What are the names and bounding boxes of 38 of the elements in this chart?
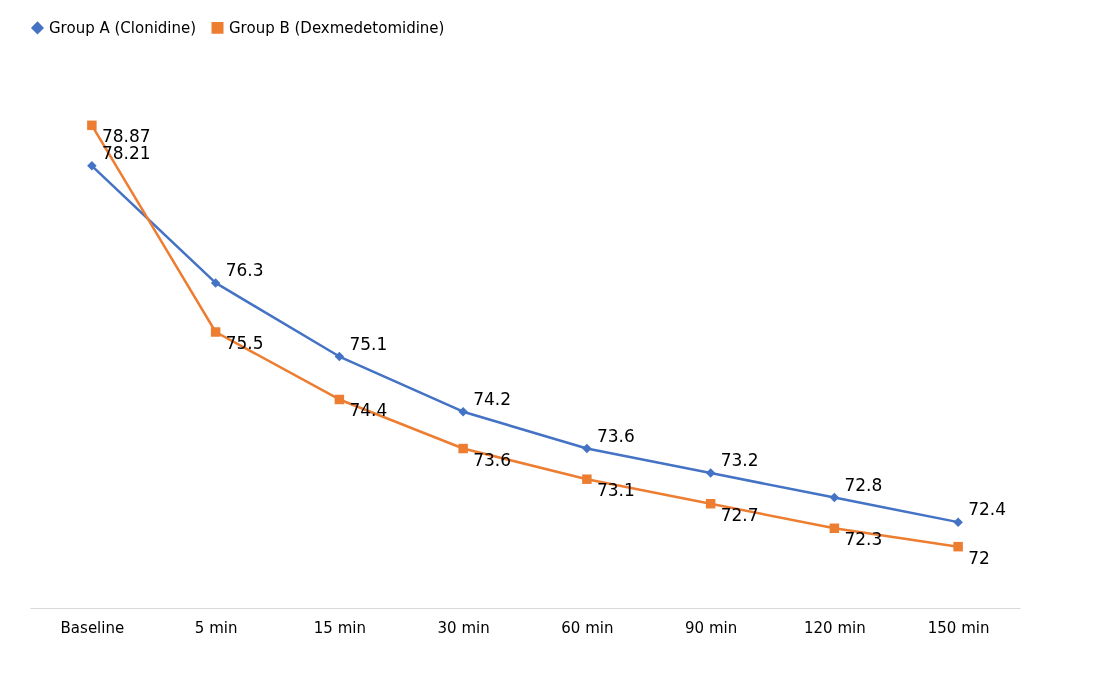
x-tick-label: 90 min [685, 618, 738, 637]
point [829, 523, 840, 534]
data-label: 72.8 [844, 474, 883, 495]
data-label: 73.2 [720, 450, 759, 471]
legend-label: Group B (Dexmedetomidine) [229, 18, 445, 37]
point [458, 443, 468, 454]
data-label: 76.3 [225, 259, 264, 280]
data-label: 73.1 [596, 480, 635, 501]
legend-label: Group A (Clonidine) [49, 18, 197, 37]
data-label: 75.1 [349, 333, 388, 354]
x-tick-label: 5 min [194, 618, 238, 637]
point [87, 120, 97, 131]
point [705, 468, 716, 478]
point [829, 492, 840, 503]
x-tick-label: 30 min [437, 618, 490, 637]
point [582, 443, 592, 454]
data-label: 72.3 [844, 529, 883, 550]
point [210, 278, 221, 288]
point [458, 406, 468, 417]
data-label: 72.7 [720, 504, 759, 525]
point [334, 394, 345, 405]
data-label: 72.4 [968, 499, 1006, 520]
point [953, 541, 963, 552]
point [705, 498, 716, 509]
data-label: 78.87 [101, 126, 151, 147]
point [582, 474, 592, 484]
data-label: 72 [968, 547, 990, 568]
data-label: 73.6 [596, 425, 635, 446]
point [210, 327, 221, 337]
data-label: 74.2 [473, 388, 511, 409]
x-tick-label: 15 min [313, 618, 366, 637]
data-label: 73.6 [473, 449, 511, 470]
point [87, 161, 97, 171]
x-tick-label: 120 min [804, 618, 866, 637]
point [334, 351, 345, 362]
x-tick-label: 150 min [927, 618, 990, 637]
x-tick-label: Baseline [60, 618, 125, 637]
x-tick-label: 60 min [561, 618, 614, 637]
